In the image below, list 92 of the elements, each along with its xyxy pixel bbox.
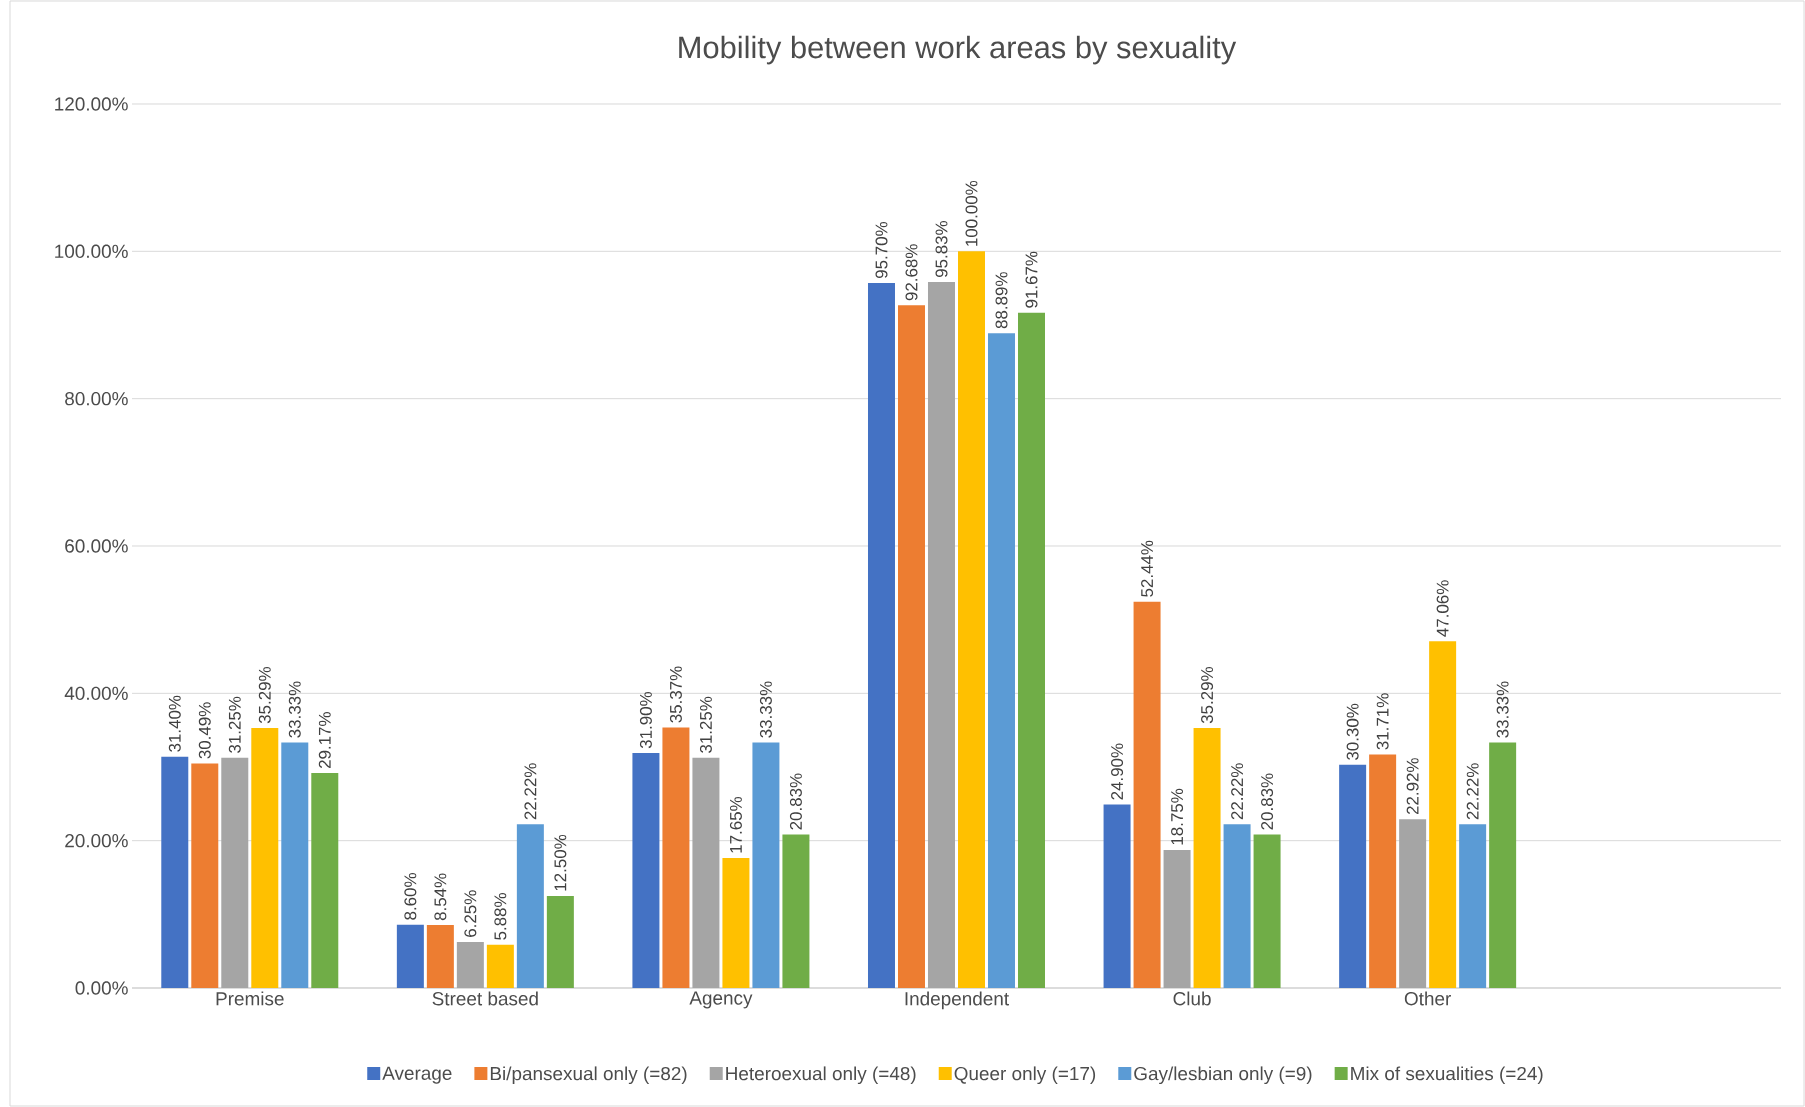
x-tick-label: Independent bbox=[905, 991, 1009, 1010]
bar bbox=[958, 251, 985, 988]
bar bbox=[782, 834, 810, 988]
data-label: 30.49% bbox=[198, 702, 211, 759]
data-label: 47.06% bbox=[1436, 580, 1449, 637]
y-tick-label: 80.00% bbox=[65, 391, 128, 406]
data-label: 33.33% bbox=[1496, 681, 1509, 738]
x-tick-label: Street based bbox=[432, 991, 538, 1006]
bar bbox=[221, 757, 249, 988]
data-label: 31.25% bbox=[699, 696, 712, 753]
data-label: 31.90% bbox=[639, 691, 652, 749]
y-tick-label: 20.00% bbox=[65, 833, 128, 848]
bar bbox=[486, 944, 514, 988]
bar bbox=[1163, 849, 1191, 988]
bar bbox=[1133, 601, 1161, 988]
data-label: 20.83% bbox=[789, 773, 802, 830]
data-label: 95.70% bbox=[875, 221, 888, 279]
x-tick-label: Agency bbox=[689, 991, 753, 1009]
bar bbox=[632, 753, 660, 988]
data-label: 33.33% bbox=[759, 681, 772, 738]
bar bbox=[1459, 824, 1487, 988]
bar bbox=[1253, 834, 1281, 988]
data-label: 35.29% bbox=[258, 667, 271, 724]
data-label: 8.54% bbox=[434, 873, 447, 921]
x-tick-label: Other bbox=[1404, 991, 1451, 1006]
data-label: 22.22% bbox=[1466, 763, 1479, 820]
data-label: 91.67% bbox=[1025, 251, 1038, 308]
data-label: 52.44% bbox=[1141, 540, 1154, 597]
x-tick-label: Premise bbox=[216, 991, 284, 1006]
data-label: 31.25% bbox=[228, 696, 241, 753]
bar bbox=[311, 773, 339, 988]
data-label: 17.65% bbox=[729, 796, 742, 853]
data-label: 31.40% bbox=[168, 695, 181, 752]
bar bbox=[516, 824, 544, 988]
bar bbox=[692, 757, 720, 988]
data-label: 31.71% bbox=[1376, 693, 1389, 750]
data-label: 88.89% bbox=[995, 272, 1008, 329]
legend-label: Queer only (=17) bbox=[954, 1066, 1096, 1085]
data-label: 95.83% bbox=[935, 221, 948, 278]
bar bbox=[927, 282, 955, 988]
bar bbox=[1193, 728, 1221, 988]
bar bbox=[1339, 764, 1367, 988]
data-label: 20.83% bbox=[1261, 773, 1274, 830]
data-label: 92.68% bbox=[905, 244, 918, 301]
bar bbox=[1399, 819, 1427, 988]
data-label: 12.50% bbox=[554, 834, 567, 891]
bar bbox=[281, 742, 309, 988]
data-label: 33.33% bbox=[288, 681, 301, 738]
bar bbox=[426, 925, 454, 988]
data-label: 22.22% bbox=[524, 763, 537, 820]
data-label: 24.90% bbox=[1111, 743, 1124, 800]
y-tick-label: 0.00% bbox=[75, 981, 128, 995]
bar bbox=[897, 305, 925, 988]
legend-label: Heteroexual only (=48) bbox=[726, 1066, 916, 1085]
legend-label: Average bbox=[382, 1066, 452, 1084]
y-tick-label: 100.00% bbox=[55, 244, 128, 259]
data-label: 5.88% bbox=[494, 893, 507, 940]
data-label: 18.75% bbox=[1171, 788, 1184, 845]
data-label: 22.92% bbox=[1406, 758, 1419, 815]
bar bbox=[1489, 742, 1517, 988]
data-label: 100.00% bbox=[965, 180, 978, 246]
bar bbox=[662, 727, 690, 988]
bar bbox=[1369, 754, 1397, 988]
bar bbox=[988, 333, 1015, 988]
legend-label: Gay/lesbian only (=9) bbox=[1134, 1066, 1312, 1085]
bar bbox=[161, 756, 189, 988]
data-label: 35.29% bbox=[1201, 667, 1214, 724]
data-label: 22.22% bbox=[1231, 763, 1244, 820]
data-label: 30.30% bbox=[1346, 703, 1359, 760]
bar bbox=[1429, 641, 1457, 988]
bar bbox=[1103, 804, 1131, 988]
x-tick-label: Club bbox=[1173, 991, 1211, 1006]
legend-label: Mix of sexualities (=24) bbox=[1351, 1066, 1543, 1085]
y-tick-label: 60.00% bbox=[65, 539, 128, 553]
bar bbox=[191, 763, 219, 988]
data-label: 35.37% bbox=[669, 666, 682, 723]
bar bbox=[396, 924, 424, 988]
bar bbox=[1223, 824, 1251, 988]
bar bbox=[251, 728, 279, 988]
bar bbox=[1018, 312, 1045, 988]
bar bbox=[722, 857, 750, 988]
bar bbox=[546, 895, 574, 988]
chart-title: Mobility between work areas by sexuality bbox=[679, 35, 1237, 65]
bar bbox=[867, 283, 895, 988]
bar bbox=[456, 941, 484, 988]
legend-label: Bi/pansexual only (=82) bbox=[490, 1066, 687, 1085]
data-label: 8.60% bbox=[404, 873, 417, 920]
bar bbox=[752, 742, 780, 988]
data-label: 6.25% bbox=[464, 890, 477, 937]
y-tick-label: 40.00% bbox=[64, 686, 128, 701]
y-tick-label: 120.00% bbox=[55, 97, 128, 111]
data-label: 29.17% bbox=[318, 712, 331, 769]
